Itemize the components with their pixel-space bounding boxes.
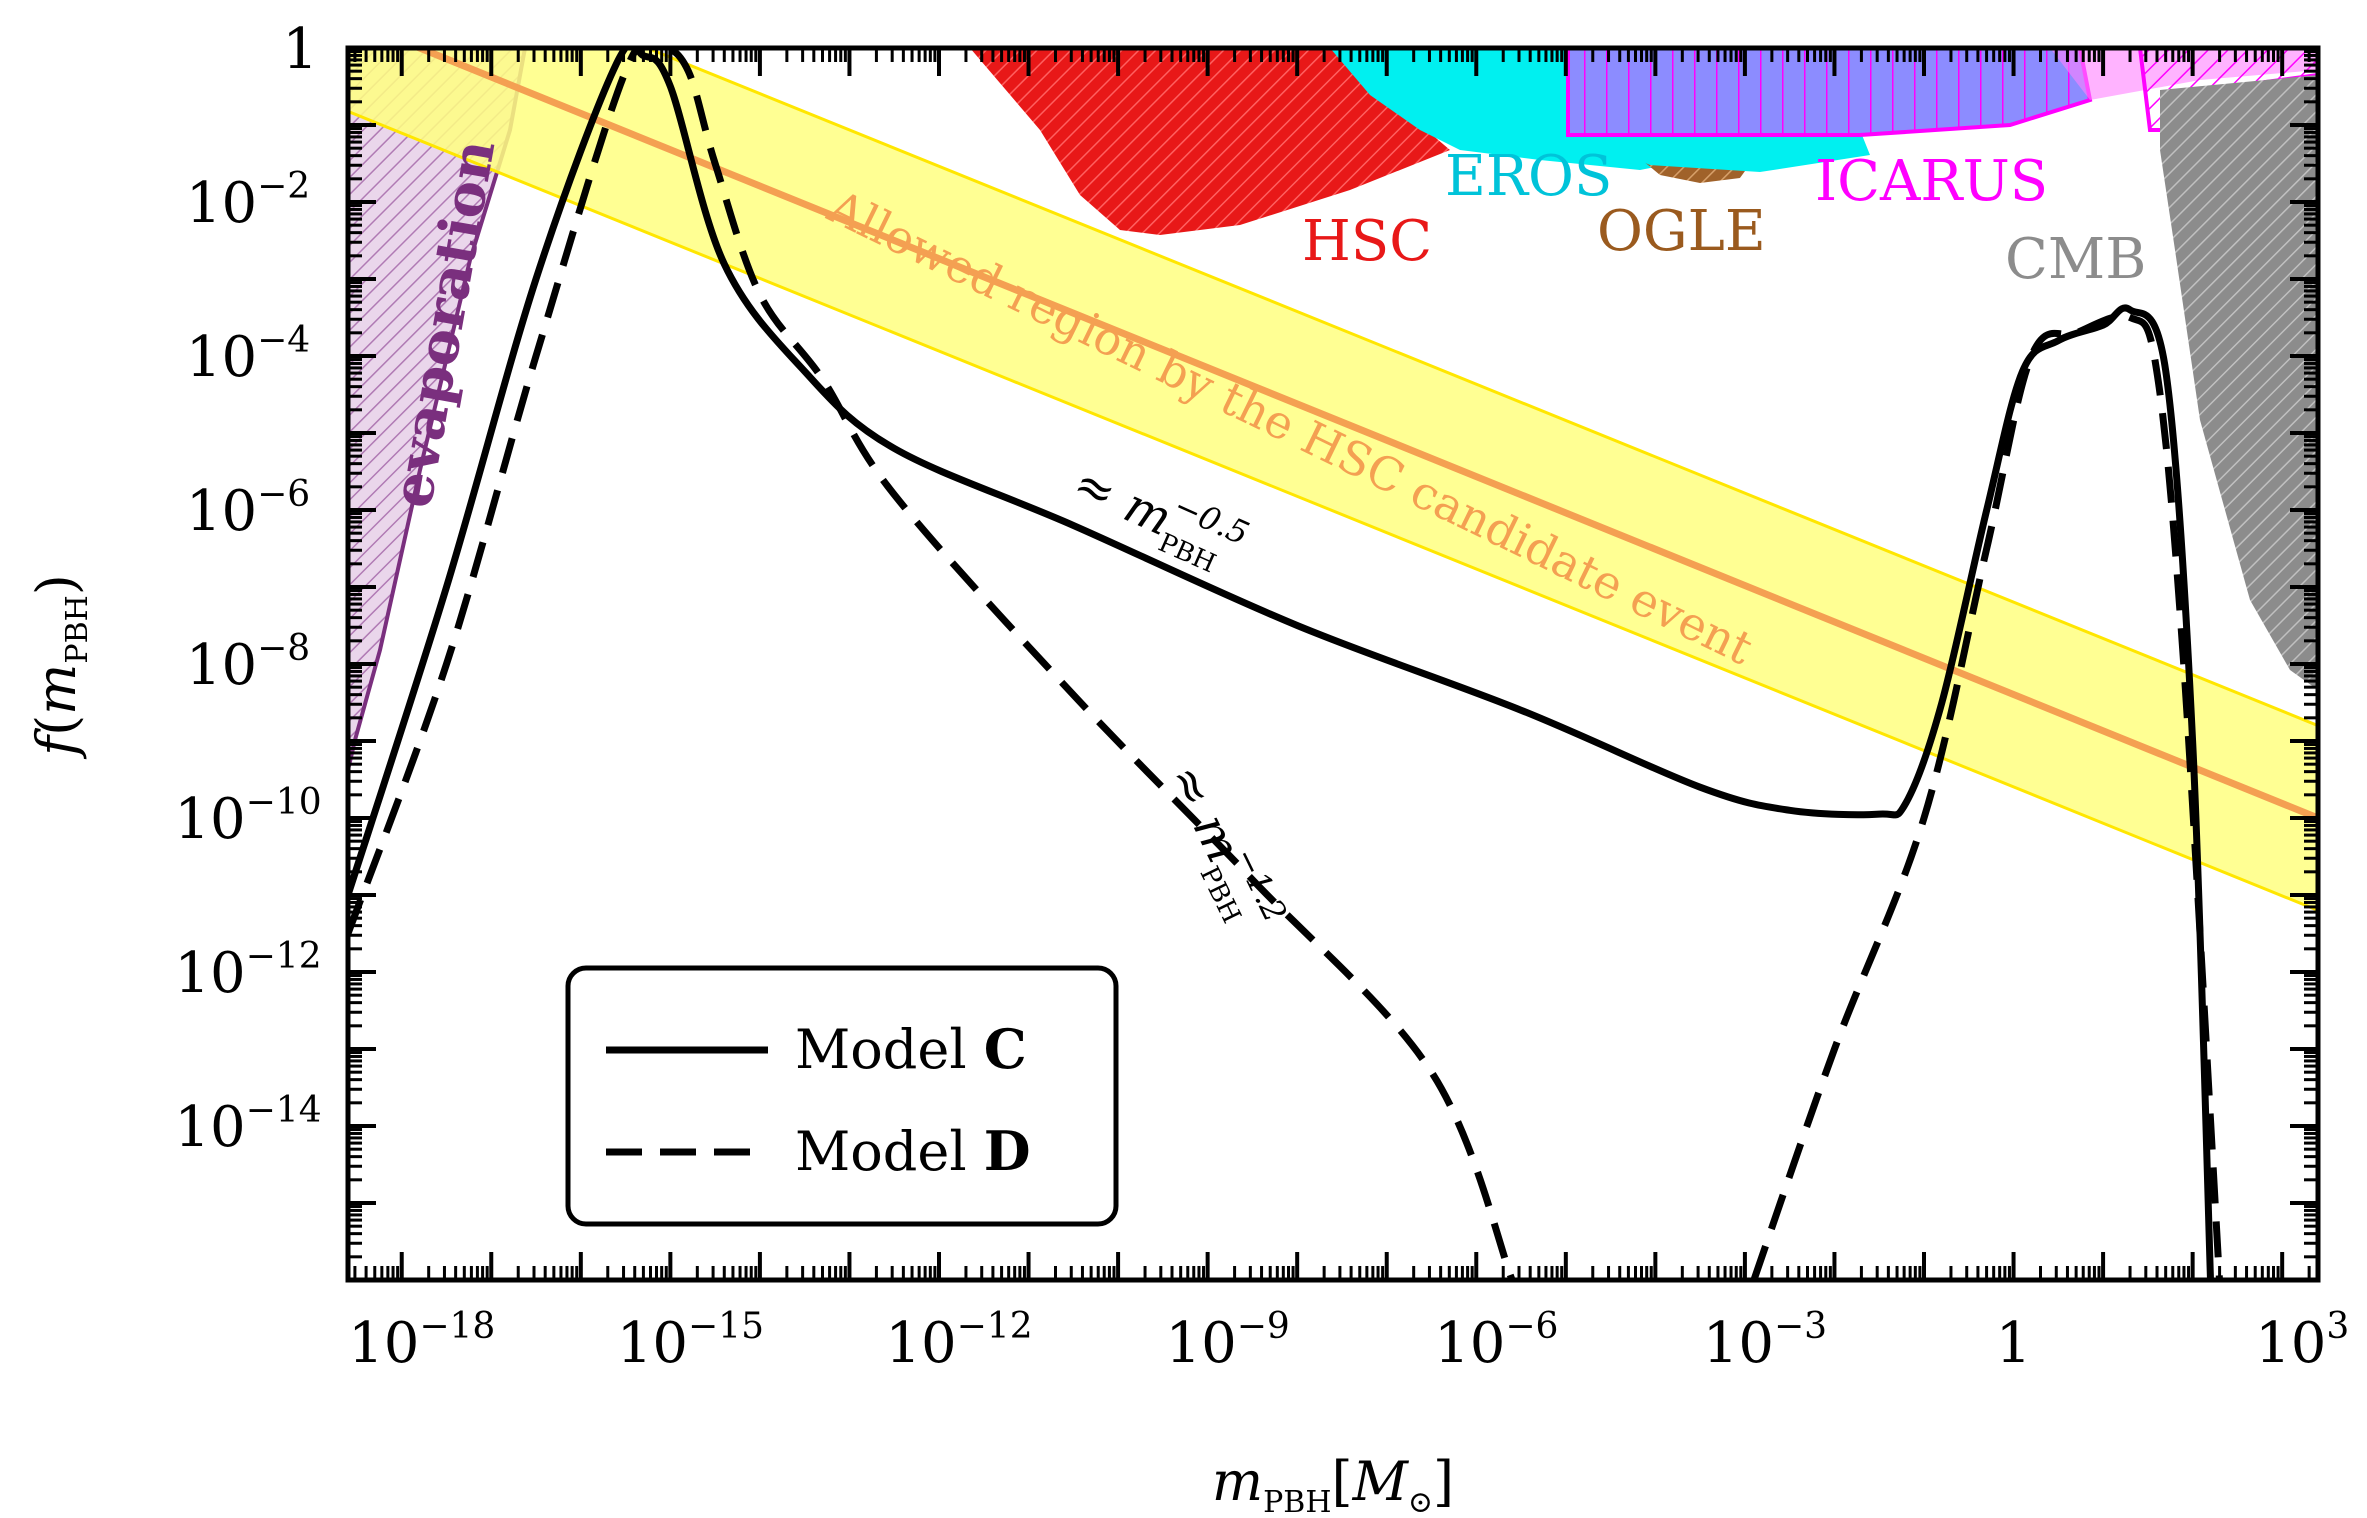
x-tick-label: 10−18 xyxy=(348,1306,495,1376)
model-d-curve xyxy=(348,48,1516,1280)
x-tick-label: 10−12 xyxy=(885,1306,1032,1376)
x-tick-labels: 10−18 10−15 10−12 10−9 10−6 10−3 1 103 xyxy=(348,1306,2349,1376)
x-tick-label: 1 xyxy=(1996,1311,2032,1376)
y-tick-label: 10−10 xyxy=(174,782,321,852)
eros-label: EROS xyxy=(1445,144,1612,209)
slope-annotation-model-d: ≈ mPBH−1.2 xyxy=(1149,751,1294,944)
icarus-cyan-extension xyxy=(1570,130,1870,172)
hsc-region xyxy=(970,48,1450,235)
x-tick-label: 10−6 xyxy=(1434,1306,1558,1376)
plot-area xyxy=(348,48,2318,1280)
y-axis-label: f(mPBH) xyxy=(25,574,95,760)
x-tick-label: 10−15 xyxy=(617,1306,764,1376)
cmb-region xyxy=(2160,75,2318,690)
x-tick-label: 10−9 xyxy=(1165,1306,1289,1376)
legend-box xyxy=(565,965,1119,1227)
y-tick-label: 10−6 xyxy=(186,474,310,544)
allowed-band-center-line xyxy=(410,48,2318,822)
model-d-heavy-curve xyxy=(1750,312,2223,1280)
icarus-region xyxy=(1566,48,2093,137)
y-tick-label: 10−4 xyxy=(186,320,310,390)
y-tick-label: 10−8 xyxy=(186,628,310,698)
hsc-label: HSC xyxy=(1302,209,1432,274)
legend-label-model-c: Model C xyxy=(795,1017,1027,1081)
cmb-label: CMB xyxy=(2005,227,2146,292)
legend: Model C Model D xyxy=(565,965,1119,1227)
tick-marks xyxy=(348,46,2318,1282)
ogle-label: OGLE xyxy=(1597,199,1766,264)
y-tick-label: 10−2 xyxy=(186,166,310,236)
model-c-curve xyxy=(348,48,2214,1280)
allowed-band xyxy=(348,48,2318,913)
y-tick-label: 10−12 xyxy=(174,936,321,1006)
y-tick-label: 10−14 xyxy=(174,1090,321,1160)
x-axis-label: mPBH[M⊙] xyxy=(1212,1450,1454,1518)
y-tick-label: 1 xyxy=(282,17,318,82)
legend-label-model-d: Model D xyxy=(795,1119,1031,1183)
y-tick-labels: 1 10−2 10−4 10−6 10−8 10−10 10−12 10−14 xyxy=(174,17,321,1160)
x-tick-label: 103 xyxy=(2255,1306,2349,1376)
icarus-label: ICARUS xyxy=(1815,149,2048,214)
x-tick-label: 10−3 xyxy=(1703,1306,1827,1376)
